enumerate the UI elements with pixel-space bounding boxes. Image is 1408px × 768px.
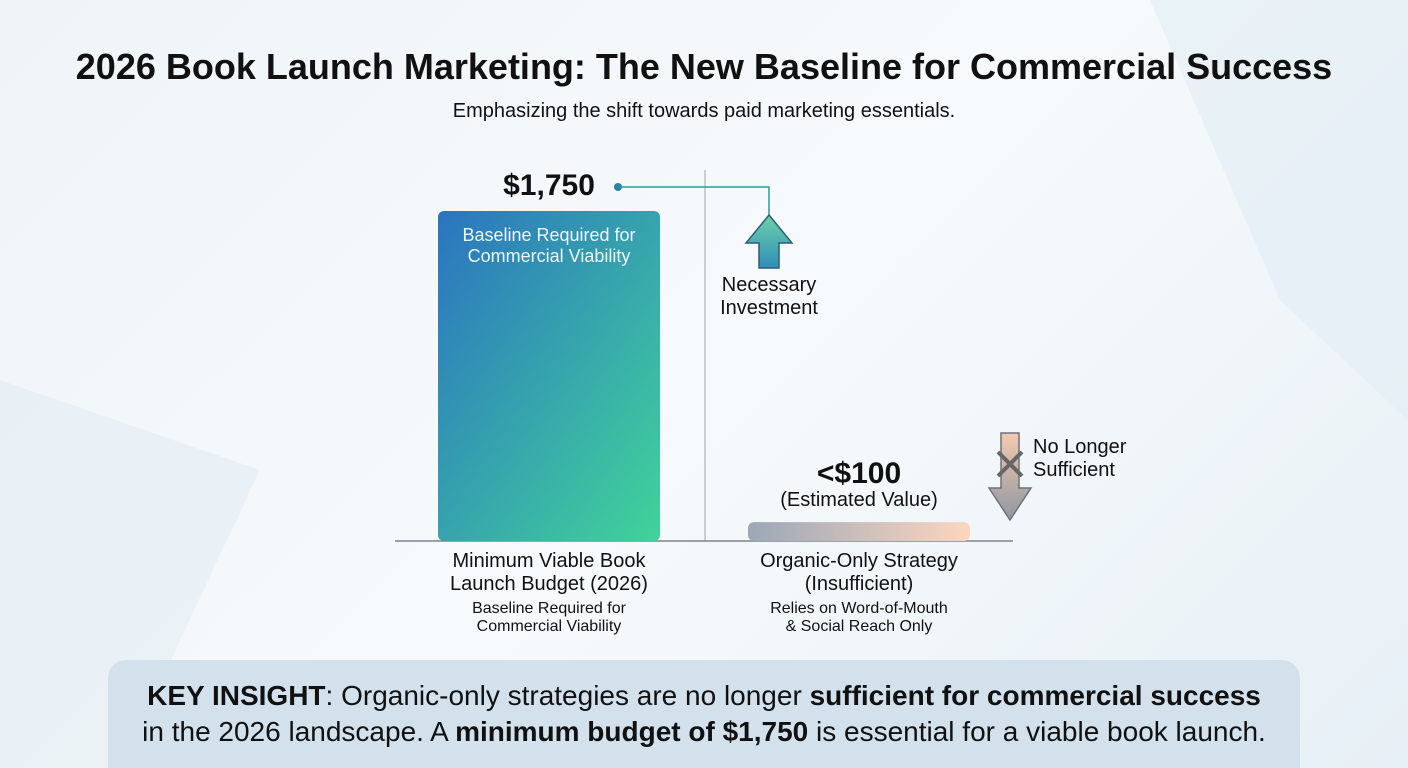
bar [438,211,660,541]
up-annotation: Necessary Investment [720,274,818,319]
insight-text: in the 2026 landscape. A [142,716,456,748]
category-note: Relies on Word-of-Mouth & Social Reach O… [770,600,948,636]
decor [1150,0,1408,420]
bar [748,522,970,541]
down-arrow [987,432,1033,522]
estimated-note: (Estimated Value) [780,489,938,511]
up-arrow [744,213,794,269]
insight-bold: sufficient for commercial success [809,680,1261,711]
category-label: Organic-Only Strategy (Insufficient) [760,550,958,595]
value-label: $1,750 [503,169,595,202]
category-note: Baseline Required for Commercial Viabili… [472,600,626,636]
value-label: <$100 [816,457,902,491]
down-annotation: No Longer Sufficient [1033,436,1127,481]
insight-bold: KEY INSIGHT [147,680,326,711]
insight-bold: minimum budget of $1,750 [455,716,809,748]
bar-inner-label: Baseline Required for Commercial Viabili… [462,225,636,266]
key-insight: KEY INSIGHT: Organic-only strategies are… [108,660,1300,768]
cross-mark [996,450,1024,478]
insight-text: : Organic-only strategies are no longer [325,680,810,711]
connector [618,186,770,215]
category-label: Minimum Viable Book Launch Budget (2026) [450,550,648,595]
decor [0,380,260,768]
title: 2026 Book Launch Marketing: The New Base… [75,46,1333,87]
insight-text: is essential for a viable book launch. [808,716,1266,748]
subtitle: Emphasizing the shift towards paid marke… [452,100,956,122]
